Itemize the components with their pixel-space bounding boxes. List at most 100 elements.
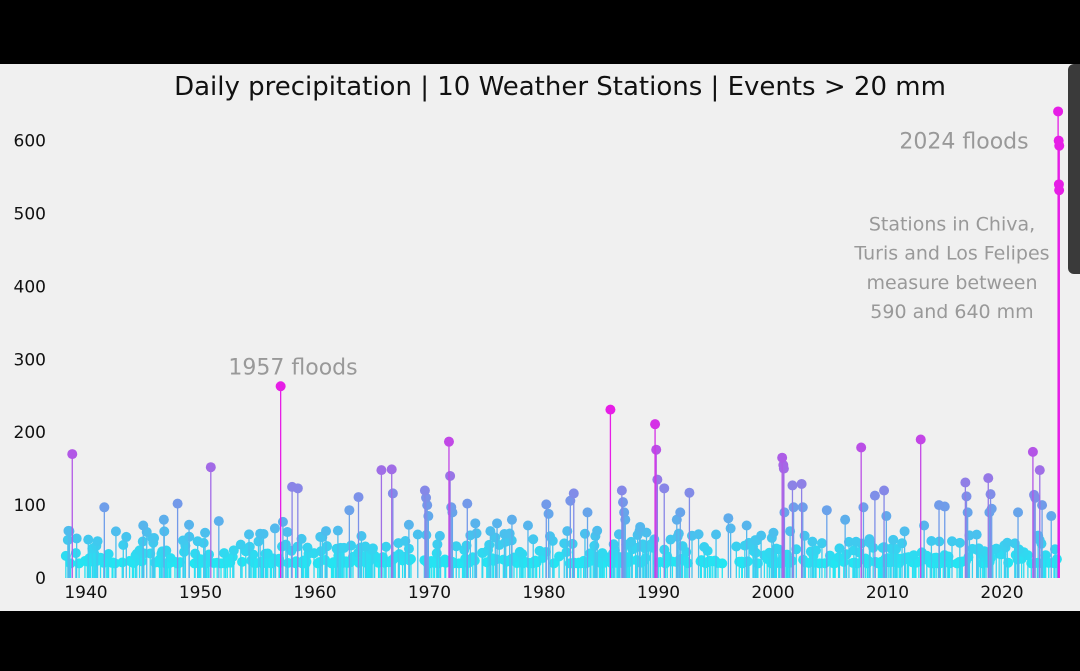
bottom-bar — [0, 611, 1080, 671]
x-tick-label: 1940 — [64, 583, 107, 603]
stem-point — [485, 526, 496, 537]
stem-point — [228, 545, 239, 556]
stem-point — [856, 442, 867, 453]
stem-point — [322, 541, 333, 552]
stem-point — [149, 532, 160, 543]
stem-point — [1029, 489, 1040, 500]
x-tick-label: 1960 — [293, 583, 336, 603]
stem-point — [916, 547, 927, 558]
stem-point — [833, 552, 844, 563]
x-tick-label: 2010 — [866, 583, 909, 603]
stem-point — [709, 555, 720, 566]
stem-point — [346, 540, 357, 551]
annotation-text: Turis and Los Felipes — [853, 243, 1049, 265]
stem-point — [386, 464, 397, 475]
x-tick-label: 1980 — [522, 583, 565, 603]
stem-point — [492, 518, 503, 529]
stem-point — [962, 507, 973, 518]
stem-point — [824, 550, 835, 561]
stem-point — [843, 536, 854, 547]
stem-point — [549, 558, 560, 569]
stem-point — [443, 436, 454, 447]
x-tick-label: 1970 — [408, 583, 451, 603]
y-tick-label: 300 — [14, 350, 46, 370]
stem-point — [1027, 446, 1038, 457]
stem-point — [578, 555, 589, 566]
stem-point — [534, 545, 545, 556]
stem-point — [960, 477, 971, 488]
stem-point — [821, 505, 832, 516]
stem-point — [262, 548, 273, 559]
stem-point — [589, 540, 600, 551]
stem-point — [432, 539, 443, 550]
stem-point — [462, 498, 473, 509]
x-tick-label: 1950 — [179, 583, 222, 603]
stem-point — [635, 521, 646, 532]
scrollbar-thumb[interactable] — [1068, 64, 1080, 274]
stem-point — [344, 505, 355, 516]
stem-point — [200, 527, 211, 538]
stem-point — [731, 541, 742, 552]
stem-point — [522, 520, 533, 531]
stem-point — [954, 537, 965, 548]
stem-point — [332, 525, 343, 536]
stem-point — [192, 536, 203, 547]
stem-point — [934, 500, 945, 511]
stem-point — [864, 534, 875, 545]
stem-point — [320, 555, 331, 566]
stem-point — [1034, 465, 1045, 476]
chart-title: Daily precipitation | 10 Weather Station… — [174, 72, 946, 102]
stem-point — [445, 470, 456, 481]
stem-point — [879, 485, 890, 496]
x-axis: 1940 1950 1960 1970 1980 1990 2000 2010 2020 — [64, 583, 1023, 603]
stem-point — [971, 529, 982, 540]
stem-point — [673, 528, 684, 539]
stem-point — [244, 529, 255, 540]
y-tick-label: 400 — [14, 277, 46, 297]
stem-point — [797, 502, 808, 513]
stem-point — [919, 520, 930, 531]
stem-point — [858, 502, 869, 513]
stem-point — [986, 503, 997, 514]
y-axis: 0 100 200 300 400 500 600 — [14, 132, 46, 589]
x-tick-label: 2020 — [980, 583, 1023, 603]
stem-point — [816, 538, 827, 549]
stem-point — [412, 529, 423, 540]
stem-point — [652, 474, 663, 485]
stem-point — [618, 497, 629, 508]
stem-point — [506, 514, 517, 525]
stem-point — [446, 502, 457, 513]
stem-point — [973, 543, 984, 554]
stem-point — [544, 531, 555, 542]
stem-point — [848, 545, 859, 556]
stem-point — [439, 554, 450, 565]
stem-point — [619, 507, 630, 518]
stem-point — [1046, 511, 1057, 522]
stem-point — [788, 502, 799, 513]
stem-point — [881, 511, 892, 522]
stem-point — [840, 514, 851, 525]
stem-point — [244, 541, 255, 552]
stem-point — [381, 541, 392, 552]
stem-point — [99, 502, 110, 513]
stem-point — [541, 499, 552, 510]
stem-point — [287, 481, 298, 492]
stem-point — [275, 381, 286, 392]
stem-point — [321, 526, 332, 537]
x-tick-label: 1990 — [637, 583, 680, 603]
stem-point — [291, 556, 302, 567]
stem-point — [675, 507, 686, 518]
top-bar — [0, 0, 1080, 64]
stem-point — [92, 536, 103, 547]
stem-point — [219, 548, 230, 559]
stem-point — [684, 487, 695, 498]
y-tick-label: 100 — [14, 496, 46, 516]
stem-point — [568, 488, 579, 499]
stem-point — [899, 526, 910, 537]
annotation-text: 1957 floods — [228, 356, 357, 381]
stem-point — [1013, 507, 1024, 518]
stem-point — [471, 528, 482, 539]
stem-point — [235, 539, 246, 550]
stem-point — [83, 534, 94, 545]
stem-point — [659, 483, 670, 494]
